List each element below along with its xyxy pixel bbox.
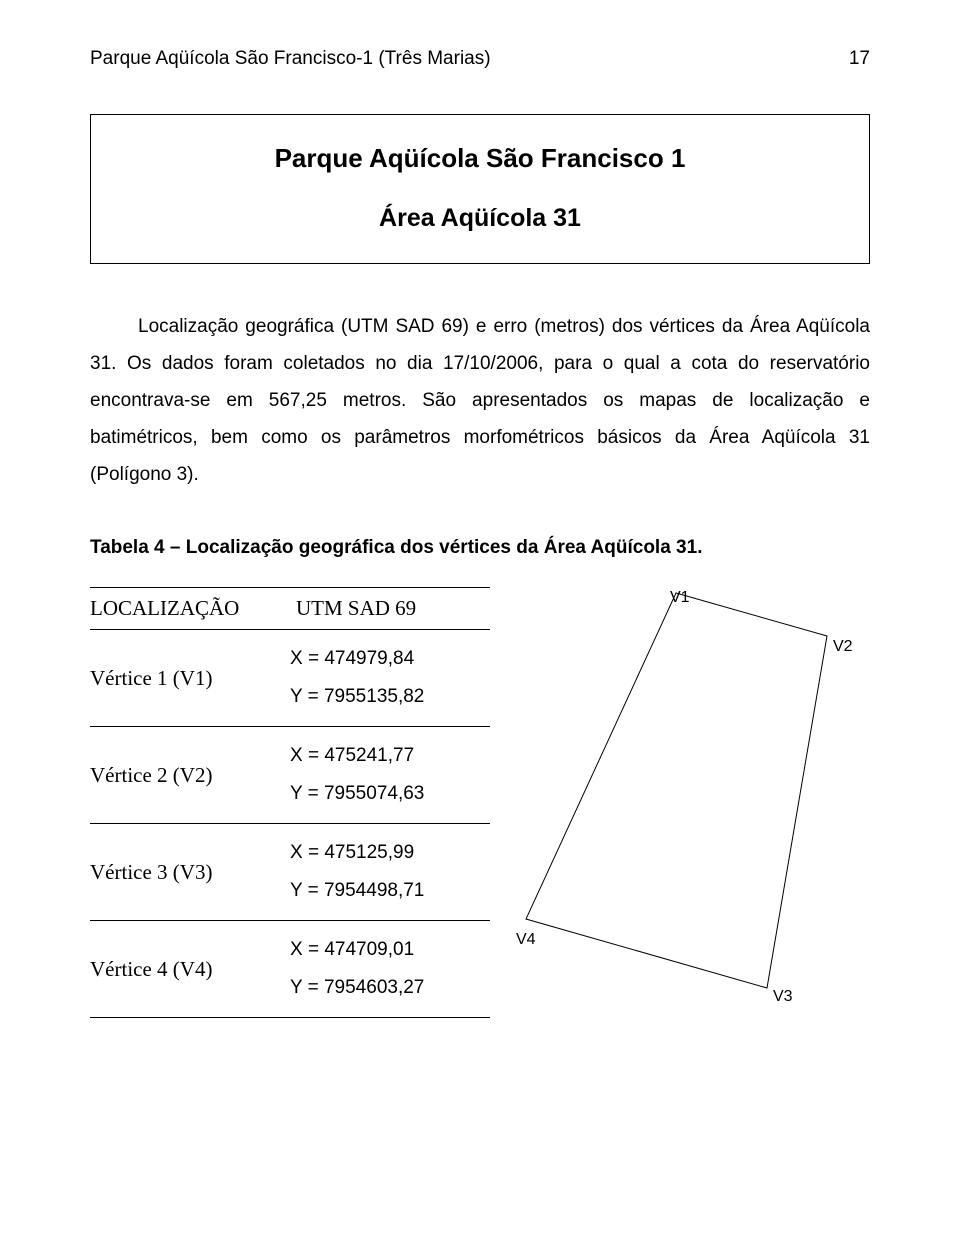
coord-x: X = 474709,01 [290,931,490,969]
coordinates-table: LOCALIZAÇÃO UTM SAD 69 Vértice 1 (V1) X … [90,587,490,1018]
coord-y: Y = 7954498,71 [290,872,490,910]
vertex-label: Vértice 2 (V2) [90,727,290,824]
table-head-right: UTM SAD 69 [290,588,490,630]
vertex-value: X = 475125,99 Y = 7954498,71 [290,824,490,921]
title-line-1: Parque Aqüícola São Francisco 1 [109,143,851,174]
polygon-svg [518,587,858,1007]
coord-x: X = 474979,84 [290,640,490,678]
table-caption: Tabela 4 – Localização geográfica dos vé… [90,537,870,559]
title-line-2: Área Aqüícola 31 [109,204,851,233]
polygon-vertex-label: V2 [833,638,853,656]
table-head-left: LOCALIZAÇÃO [90,588,290,630]
running-title: Parque Aqüícola São Francisco-1 (Três Ma… [90,48,491,70]
vertex-value: X = 474709,01 Y = 7954603,27 [290,921,490,1018]
coord-y: Y = 7955074,63 [290,775,490,813]
page-number: 17 [849,48,870,70]
paragraph-1: Localização geográfica (UTM SAD 69) e er… [90,308,870,493]
polygon-vertex-label: V3 [773,988,793,1006]
vertex-label: Vértice 1 (V1) [90,630,290,727]
running-head: Parque Aqüícola São Francisco-1 (Três Ma… [90,48,870,70]
body-text: Localização geográfica (UTM SAD 69) e er… [90,308,870,493]
vertex-label: Vértice 3 (V3) [90,824,290,921]
coord-y: Y = 7955135,82 [290,678,490,716]
polygon-diagram: V1 V2 V3 V4 [518,587,870,1007]
coord-y: Y = 7954603,27 [290,969,490,1007]
vertex-label: Vértice 4 (V4) [90,921,290,1018]
title-box: Parque Aqüícola São Francisco 1 Área Aqü… [90,114,870,264]
coord-x: X = 475241,77 [290,737,490,775]
polygon-vertex-label: V1 [670,589,690,607]
vertex-value: X = 475241,77 Y = 7955074,63 [290,727,490,824]
polygon-vertex-label: V4 [516,931,536,949]
coord-x: X = 475125,99 [290,834,490,872]
vertex-value: X = 474979,84 Y = 7955135,82 [290,630,490,727]
